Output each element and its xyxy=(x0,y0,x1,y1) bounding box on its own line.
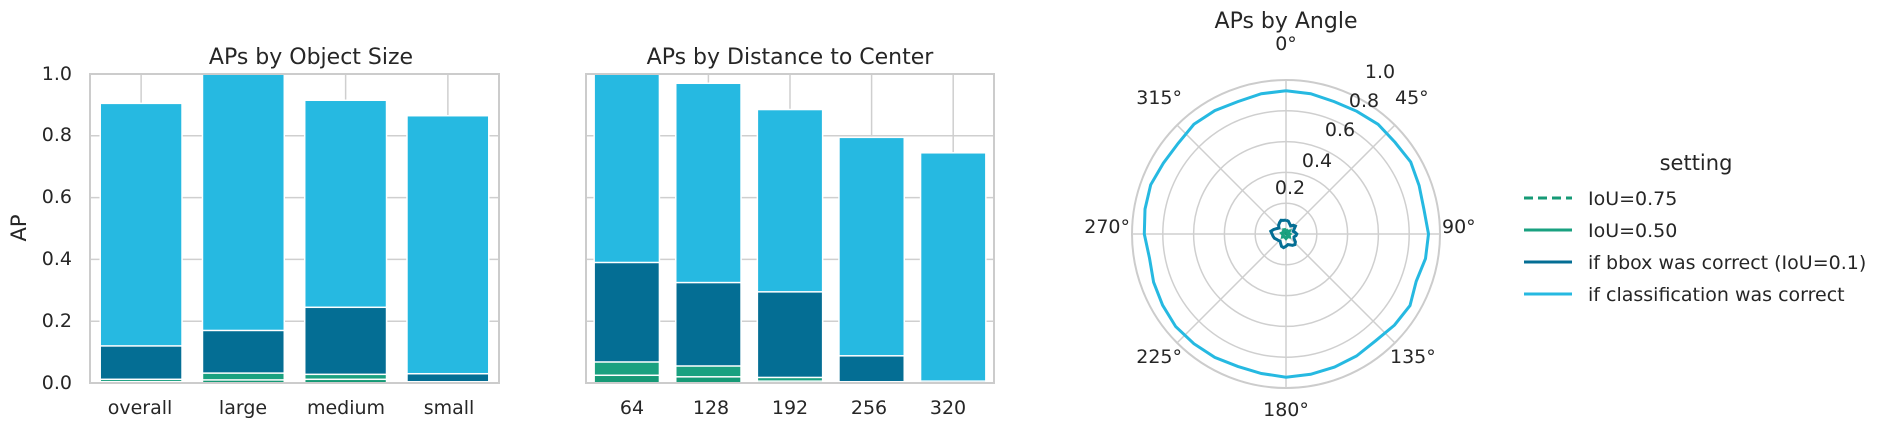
angle-label: 45° xyxy=(1395,87,1429,109)
x-tick-label: 64 xyxy=(620,397,644,419)
r-tick-label: 0.4 xyxy=(1302,150,1332,172)
x-tick-label: small xyxy=(424,397,475,419)
bar-cls xyxy=(406,114,490,384)
polar-spoke xyxy=(1176,233,1287,344)
polar-line-cls xyxy=(1142,89,1431,379)
x-tick-label: medium xyxy=(307,397,385,419)
angle-label: 0° xyxy=(1275,33,1297,55)
panel1-x-ticks: overall large medium small xyxy=(108,397,475,419)
panel2-bars xyxy=(593,73,987,384)
r-tick-label: 0.8 xyxy=(1349,90,1379,112)
angle-label: 315° xyxy=(1136,87,1182,109)
r-tick-label: 1.0 xyxy=(1365,61,1395,83)
polar-radial-ticks: 0.2 0.4 0.6 0.8 1.0 xyxy=(1275,61,1395,199)
angle-label: 270° xyxy=(1084,216,1130,238)
y-tick-label: 1.0 xyxy=(42,63,72,85)
x-tick-label: 192 xyxy=(772,397,808,419)
polar-line-iou50 xyxy=(1279,227,1293,241)
polar-angle-ticks: 0° 45° 90° 135° 180° 225° 270° 315° xyxy=(1084,33,1475,421)
panel1-frame xyxy=(89,73,500,384)
panel1-y-ticks: 0.0 0.2 0.4 0.6 0.8 1.0 xyxy=(42,63,72,394)
polar-spoke xyxy=(1285,124,1396,235)
bar-bbox xyxy=(756,291,824,384)
polar-spoke xyxy=(1285,233,1396,344)
y-tick-label: 0.4 xyxy=(42,248,72,270)
polar-spoke xyxy=(1176,124,1287,235)
panel2-title: APs by Distance to Center xyxy=(647,45,935,70)
legend-label: if bbox was correct (IoU=0.1) xyxy=(1588,252,1866,274)
bar-cls xyxy=(99,102,183,384)
legend-label: IoU=0.50 xyxy=(1588,220,1677,242)
x-tick-label: 256 xyxy=(851,397,887,419)
y-tick-label: 0.0 xyxy=(42,372,72,394)
x-tick-label: 128 xyxy=(693,397,729,419)
y-tick-label: 0.6 xyxy=(42,186,72,208)
y-axis-label: AP xyxy=(7,214,31,241)
legend: setting IoU=0.75 IoU=0.50 if bbox was co… xyxy=(1524,151,1866,306)
bar-cls xyxy=(919,152,987,384)
x-tick-label: 320 xyxy=(930,397,966,419)
angle-label: 225° xyxy=(1136,346,1182,368)
legend-label: if classification was correct xyxy=(1588,284,1845,306)
panel1-title: APs by Object Size xyxy=(209,45,413,70)
r-tick-label: 0.2 xyxy=(1275,177,1305,199)
r-tick-label: 0.6 xyxy=(1325,119,1355,141)
bar-iou75 xyxy=(593,374,661,384)
panel2-frame xyxy=(585,73,995,384)
angle-label: 135° xyxy=(1390,346,1436,368)
object-size-panel: APs by Object Size AP 0.0 0.2 0.4 0.6 0.… xyxy=(7,45,500,419)
panel3-title: APs by Angle xyxy=(1215,9,1358,34)
panel2-x-ticks: 64 128 192 256 320 xyxy=(620,397,966,419)
legend-item-iou50: IoU=0.50 xyxy=(1524,220,1677,242)
polar-line-bbox xyxy=(1268,218,1299,250)
x-tick-label: overall xyxy=(108,397,173,419)
x-tick-label: large xyxy=(219,397,267,419)
legend-label: IoU=0.75 xyxy=(1588,188,1677,210)
bar-bbox xyxy=(99,345,183,384)
y-tick-label: 0.8 xyxy=(42,124,72,146)
bar-cls xyxy=(838,136,905,384)
bar-bbox xyxy=(838,355,905,384)
y-tick-label: 0.2 xyxy=(42,310,72,332)
angle-polar-panel: APs by Angle 0.2 0.4 0.6 0.8 1.0 0° 45° … xyxy=(1084,9,1475,421)
angle-label: 90° xyxy=(1442,216,1476,238)
angle-label: 180° xyxy=(1263,399,1309,421)
distance-panel: APs by Distance to Center 64 128 192 256… xyxy=(585,45,995,419)
panel1-bars xyxy=(99,73,490,384)
legend-title: setting xyxy=(1660,151,1733,175)
polar-grid xyxy=(1131,79,1441,389)
legend-item-cls: if classification was correct xyxy=(1524,284,1845,306)
polar-series xyxy=(1142,89,1431,379)
legend-item-bbox: if bbox was correct (IoU=0.1) xyxy=(1524,252,1866,274)
bar-bbox xyxy=(303,306,388,384)
legend-item-iou75: IoU=0.75 xyxy=(1524,188,1677,210)
